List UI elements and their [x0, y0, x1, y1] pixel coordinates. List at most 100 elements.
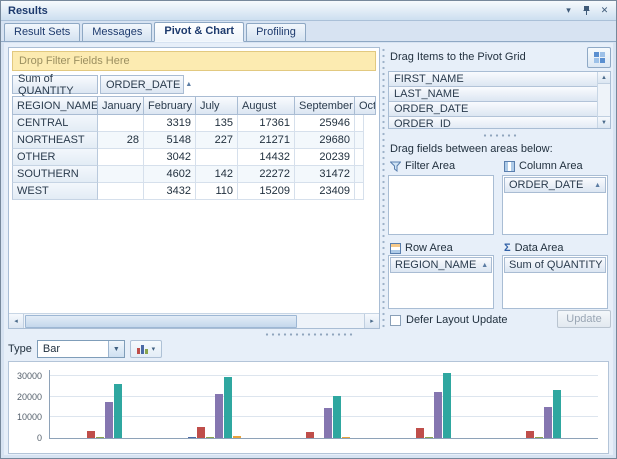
scroll-down-icon[interactable]: ▼	[598, 116, 610, 128]
row-field-label: REGION_NAME	[17, 99, 98, 112]
table-row-other: OTHER 3042 14432 20239	[12, 149, 364, 166]
chip-label: ORDER_DATE	[509, 179, 584, 191]
tab-profiling[interactable]: Profiling	[246, 23, 306, 41]
column-header-january: January	[98, 96, 144, 115]
filter-area-text: Filter Area	[405, 160, 456, 172]
data-area-field-chip[interactable]: Sum of QUANTITY	[504, 257, 606, 273]
scrollbar-thumb[interactable]	[25, 314, 297, 328]
bar-august-west	[543, 407, 552, 438]
field-item-first-name[interactable]: FIRST_NAME	[389, 72, 597, 87]
bar-chart: 0 10000 20000 30000	[8, 361, 609, 454]
tab-bar: Result Sets Messages Pivot & Chart Profi…	[1, 22, 616, 42]
cell: 227	[196, 132, 238, 149]
scroll-left-icon[interactable]: ◂	[9, 314, 24, 328]
cell: 23409	[295, 183, 355, 200]
scroll-right-icon[interactable]: ▸	[364, 314, 379, 328]
sort-asc-icon: ▲	[481, 261, 489, 269]
chart-y-axis: 0 10000 20000 30000	[9, 370, 45, 443]
splitter-grip[interactable]	[263, 332, 354, 337]
column-header-september: September	[295, 96, 355, 115]
field-list-scrollbar[interactable]: ▲ ▼	[597, 72, 610, 128]
bar-september-northeast	[223, 377, 232, 438]
y-tick-label: 30000	[16, 371, 42, 381]
chart-type-combobox[interactable]: Bar ▼	[36, 340, 125, 358]
panel-title: Results	[8, 4, 48, 17]
close-icon[interactable]: ✕	[600, 5, 609, 15]
column-header-august: August	[238, 96, 295, 115]
chart-options-button[interactable]: ▾	[129, 340, 162, 358]
filter-area-label: Filter Area	[390, 159, 455, 173]
cell: 20239	[295, 149, 355, 166]
column-field-button[interactable]: ORDER_DATE ▲	[100, 75, 192, 94]
cell: 25946	[295, 115, 355, 132]
bar-september-other	[333, 396, 342, 438]
cell: 135	[196, 115, 238, 132]
row-header: CENTRAL	[12, 115, 98, 132]
column-header-july: July	[196, 96, 238, 115]
row-area-field-chip[interactable]: REGION_NAME ▲	[390, 257, 492, 273]
cell	[98, 115, 144, 132]
column-header-october: October	[355, 96, 376, 115]
horizontal-scrollbar[interactable]: ◂ ▸	[9, 313, 379, 328]
data-field-button[interactable]: Sum of QUANTITY	[12, 73, 98, 97]
defer-layout-label: Defer Layout Update	[406, 314, 508, 326]
field-item-order-date[interactable]: ORDER_DATE	[389, 102, 597, 117]
bar-july-northeast	[205, 437, 214, 438]
field-item-last-name[interactable]: LAST_NAME	[389, 87, 597, 102]
cell: 14432	[238, 149, 295, 166]
row-header: NORTHEAST	[12, 132, 98, 149]
cell: 3432	[144, 183, 196, 200]
row-field-header-button[interactable]: REGION_NAME ▲	[12, 96, 98, 115]
vertical-splitter[interactable]	[381, 47, 386, 329]
cell: 5148	[144, 132, 196, 149]
filter-drop-zone[interactable]: Drop Filter Fields Here	[12, 51, 376, 71]
data-area-label: Σ Data Area	[504, 241, 564, 255]
scroll-up-icon[interactable]: ▲	[598, 72, 610, 84]
chip-label: REGION_NAME	[395, 259, 477, 271]
column-field-label: ORDER_DATE	[106, 78, 181, 91]
y-tick-label: 10000	[16, 412, 42, 423]
column-area-text: Column Area	[519, 160, 583, 172]
list-resize-handle[interactable]	[481, 133, 518, 138]
tab-messages[interactable]: Messages	[82, 23, 153, 41]
cell: 15209	[238, 183, 295, 200]
tab-pivot-chart[interactable]: Pivot & Chart	[154, 22, 245, 42]
cell: 28	[98, 132, 144, 149]
cell	[355, 183, 364, 200]
pin-icon[interactable]	[579, 4, 594, 18]
chevron-down-icon[interactable]: ▼	[107, 341, 124, 357]
cell	[98, 183, 144, 200]
column-area-label: Column Area	[504, 159, 583, 173]
horizontal-splitter[interactable]	[8, 331, 609, 338]
bar-february-northeast	[196, 427, 205, 438]
columns-icon	[504, 160, 515, 172]
defer-layout-checkbox[interactable]	[390, 314, 401, 326]
field-item-order-id[interactable]: ORDER_ID	[389, 117, 597, 128]
chart-type-label: Type	[8, 343, 32, 355]
drag-areas-label: Drag fields between areas below:	[390, 143, 553, 155]
sort-asc-icon: ▲	[185, 81, 193, 88]
data-area-box[interactable]: Sum of QUANTITY	[502, 255, 608, 309]
pivot-layout-button[interactable]	[587, 47, 611, 68]
filter-area-box[interactable]	[388, 175, 494, 235]
field-panel-title: Drag Items to the Pivot Grid	[390, 51, 526, 63]
pivot-chart-content: Drop Filter Fields Here Sum of QUANTITY …	[4, 43, 613, 455]
row-area-text: Row Area	[405, 242, 453, 254]
tab-result-sets[interactable]: Result Sets	[4, 23, 81, 41]
cell	[355, 149, 364, 166]
defer-layout-row: Defer Layout Update	[390, 314, 508, 326]
bar-group-southern	[407, 370, 460, 438]
row-area-box[interactable]: REGION_NAME ▲	[388, 255, 494, 309]
cell	[355, 115, 364, 132]
cell: 29680	[295, 132, 355, 149]
bar-october-northeast	[232, 436, 241, 438]
table-row-central: CENTRAL 3319 135 17361 25946	[12, 115, 364, 132]
bar-august-central	[105, 402, 114, 438]
column-area-box[interactable]: ORDER_DATE ▲	[502, 175, 608, 235]
column-area-field-chip[interactable]: ORDER_DATE ▲	[504, 177, 606, 193]
window-menu-icon[interactable]: ▾	[566, 5, 571, 15]
bar-february-southern	[416, 428, 425, 438]
bar-july-west	[534, 437, 543, 438]
update-button[interactable]: Update	[557, 310, 611, 328]
